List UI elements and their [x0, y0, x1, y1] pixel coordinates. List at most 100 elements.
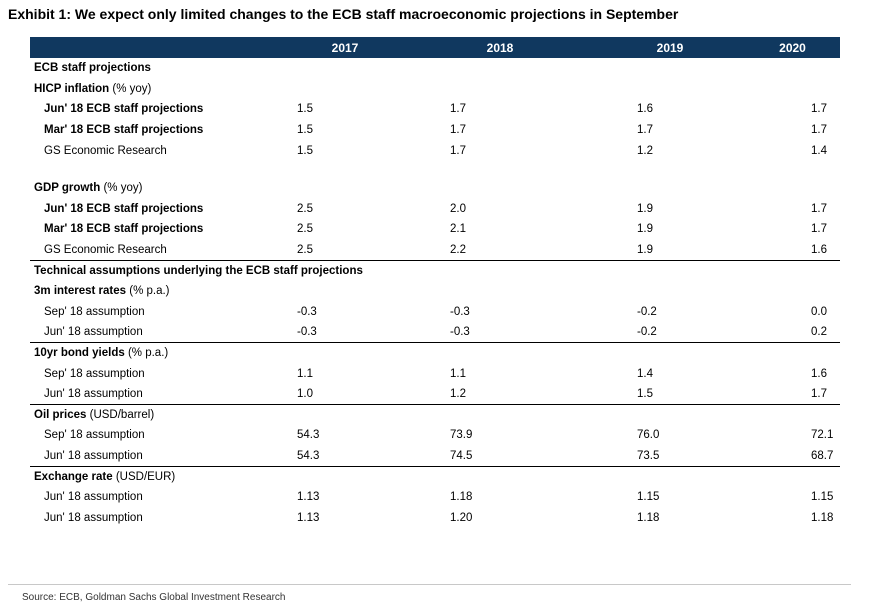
- row-label: Sep' 18 assumption: [44, 305, 145, 318]
- table-row: Sep' 18 assumption 1.1 1.1 1.4 1.6: [30, 363, 840, 384]
- value-cell: 1.4: [811, 144, 827, 157]
- table-row: Mar' 18 ECB staff projections 1.5 1.7 1.7 1.…: [30, 120, 840, 141]
- value-cell: 1.18: [450, 491, 473, 504]
- table-body: ECB staff projections HICP inflation (% y…: [30, 58, 840, 528]
- row-label: Jun' 18 assumption: [30, 322, 285, 344]
- header-2018: 2018: [486, 40, 514, 55]
- table-row: GS Economic Research 2.5 2.2 1.9 1.6: [30, 239, 840, 261]
- value-cell: 54.3: [297, 429, 320, 442]
- value-cell: -0.3: [285, 322, 405, 344]
- header-2019: 2019: [656, 40, 684, 55]
- group-label: 10yr bond yields (% p.a.): [30, 343, 840, 364]
- group-name: HICP inflation: [34, 82, 110, 95]
- value-cell: 1.4: [637, 367, 653, 380]
- group-unit: (USD/EUR): [115, 470, 176, 483]
- group-row: 3m interest rates (% p.a.): [30, 281, 840, 302]
- group-name: 10yr bond yields: [34, 347, 125, 360]
- value-cell: 1.7: [450, 124, 466, 137]
- section-row: Technical assumptions underlying the ECB…: [30, 260, 840, 281]
- group-row: Exchange rate (USD/EUR): [30, 466, 840, 487]
- spacer-row: [30, 161, 840, 178]
- value-cell: 1.18: [811, 511, 834, 524]
- value-cell: 1.9: [595, 239, 745, 261]
- group-label: Exchange rate (USD/EUR): [30, 466, 840, 487]
- group-unit: (% p.a.): [127, 347, 169, 360]
- group-label: HICP inflation (% yoy): [30, 79, 840, 100]
- value-cell: -0.3: [405, 322, 595, 344]
- group-name: GDP growth: [34, 182, 101, 195]
- row-label: Sep' 18 assumption: [44, 429, 145, 442]
- section-label: Technical assumptions underlying the ECB…: [34, 264, 363, 277]
- group-row: HICP inflation (% yoy): [30, 79, 840, 100]
- table-row: Jun' 18 assumption 1.0 1.2 1.5 1.7: [30, 383, 840, 405]
- value-cell: 1.6: [811, 367, 827, 380]
- value-cell: 68.7: [745, 445, 840, 467]
- row-label: Jun' 18 assumption: [30, 383, 285, 405]
- value-cell: 1.2: [637, 144, 653, 157]
- value-cell: 72.1: [811, 429, 834, 442]
- value-cell: 1.5: [297, 144, 313, 157]
- table-row: Jun' 18 ECB staff projections 2.5 2.0 1.9 1.…: [30, 199, 840, 220]
- exhibit-title: Exhibit 1: We expect only limited change…: [8, 6, 679, 22]
- row-label: GS Economic Research: [44, 144, 167, 157]
- value-cell: 2.5: [297, 223, 313, 236]
- row-label: Jun' 18 assumption: [44, 491, 143, 504]
- value-cell: 2.5: [285, 239, 405, 261]
- footer-divider: [8, 584, 851, 585]
- header-2017: 2017: [331, 40, 359, 55]
- value-cell: -0.3: [450, 305, 470, 318]
- group-row: 10yr bond yields (% p.a.): [30, 343, 840, 364]
- spacer-cell: [30, 161, 840, 178]
- value-cell: 1.15: [637, 491, 660, 504]
- value-cell: 1.1: [450, 367, 466, 380]
- value-cell: 1.7: [811, 202, 827, 215]
- value-cell: 74.5: [405, 445, 595, 467]
- table-row: Jun' 18 assumption -0.3 -0.3 -0.2 0.2: [30, 322, 840, 344]
- value-cell: 1.7: [450, 144, 466, 157]
- projections-table: 2017 2018 2019 2020 ECB staff projection…: [30, 37, 840, 528]
- value-cell: 1.7: [745, 383, 840, 405]
- table-row: Sep' 18 assumption -0.3 -0.3 -0.2 0.0: [30, 302, 840, 323]
- value-cell: 2.2: [405, 239, 595, 261]
- value-cell: 1.7: [637, 124, 653, 137]
- header-blank: [30, 37, 285, 58]
- row-label: Mar' 18 ECB staff projections: [44, 124, 204, 137]
- table-row: Sep' 18 assumption 54.3 73.9 76.0 72.1: [30, 425, 840, 446]
- row-label: Jun' 18 ECB staff projections: [44, 202, 204, 215]
- value-cell: 1.13: [297, 511, 320, 524]
- value-cell: 1.0: [285, 383, 405, 405]
- value-cell: 1.6: [637, 103, 653, 116]
- table-header-row: 2017 2018 2019 2020: [30, 37, 840, 58]
- group-row: Oil prices (USD/barrel): [30, 405, 840, 426]
- value-cell: 1.7: [811, 103, 827, 116]
- value-cell: 2.0: [450, 202, 466, 215]
- value-cell: 1.9: [637, 202, 653, 215]
- row-label: GS Economic Research: [30, 239, 285, 261]
- value-cell: 76.0: [637, 429, 660, 442]
- value-cell: 73.9: [450, 429, 473, 442]
- table-row: Jun' 18 assumption 1.13 1.18 1.15 1.15: [30, 487, 840, 508]
- value-cell: 1.9: [637, 223, 653, 236]
- group-unit: (USD/barrel): [89, 409, 155, 422]
- value-cell: 1.1: [297, 367, 313, 380]
- value-cell: 1.20: [450, 511, 473, 524]
- row-label: Jun' 18 assumption: [30, 445, 285, 467]
- table-row: GS Economic Research 1.5 1.7 1.2 1.4: [30, 140, 840, 161]
- source-note: Source: ECB, Goldman Sachs Global Invest…: [22, 592, 286, 603]
- group-name: 3m interest rates: [34, 285, 127, 298]
- group-label: Oil prices (USD/barrel): [30, 405, 840, 426]
- value-cell: 1.18: [637, 511, 660, 524]
- row-label: Sep' 18 assumption: [44, 367, 145, 380]
- value-cell: 1.7: [450, 103, 466, 116]
- value-cell: 1.5: [595, 383, 745, 405]
- value-cell: 1.15: [811, 491, 834, 504]
- section-label: ECB staff projections: [34, 62, 151, 75]
- value-cell: -0.3: [297, 305, 317, 318]
- value-cell: 1.5: [297, 103, 313, 116]
- value-cell: 0.2: [745, 322, 840, 344]
- value-cell: 0.0: [811, 305, 827, 318]
- value-cell: 54.3: [285, 445, 405, 467]
- table-row: Jun' 18 ECB staff projections 1.5 1.7 1.6 1.…: [30, 99, 840, 120]
- value-cell: 1.6: [745, 239, 840, 261]
- group-label: GDP growth (% yoy): [30, 178, 840, 199]
